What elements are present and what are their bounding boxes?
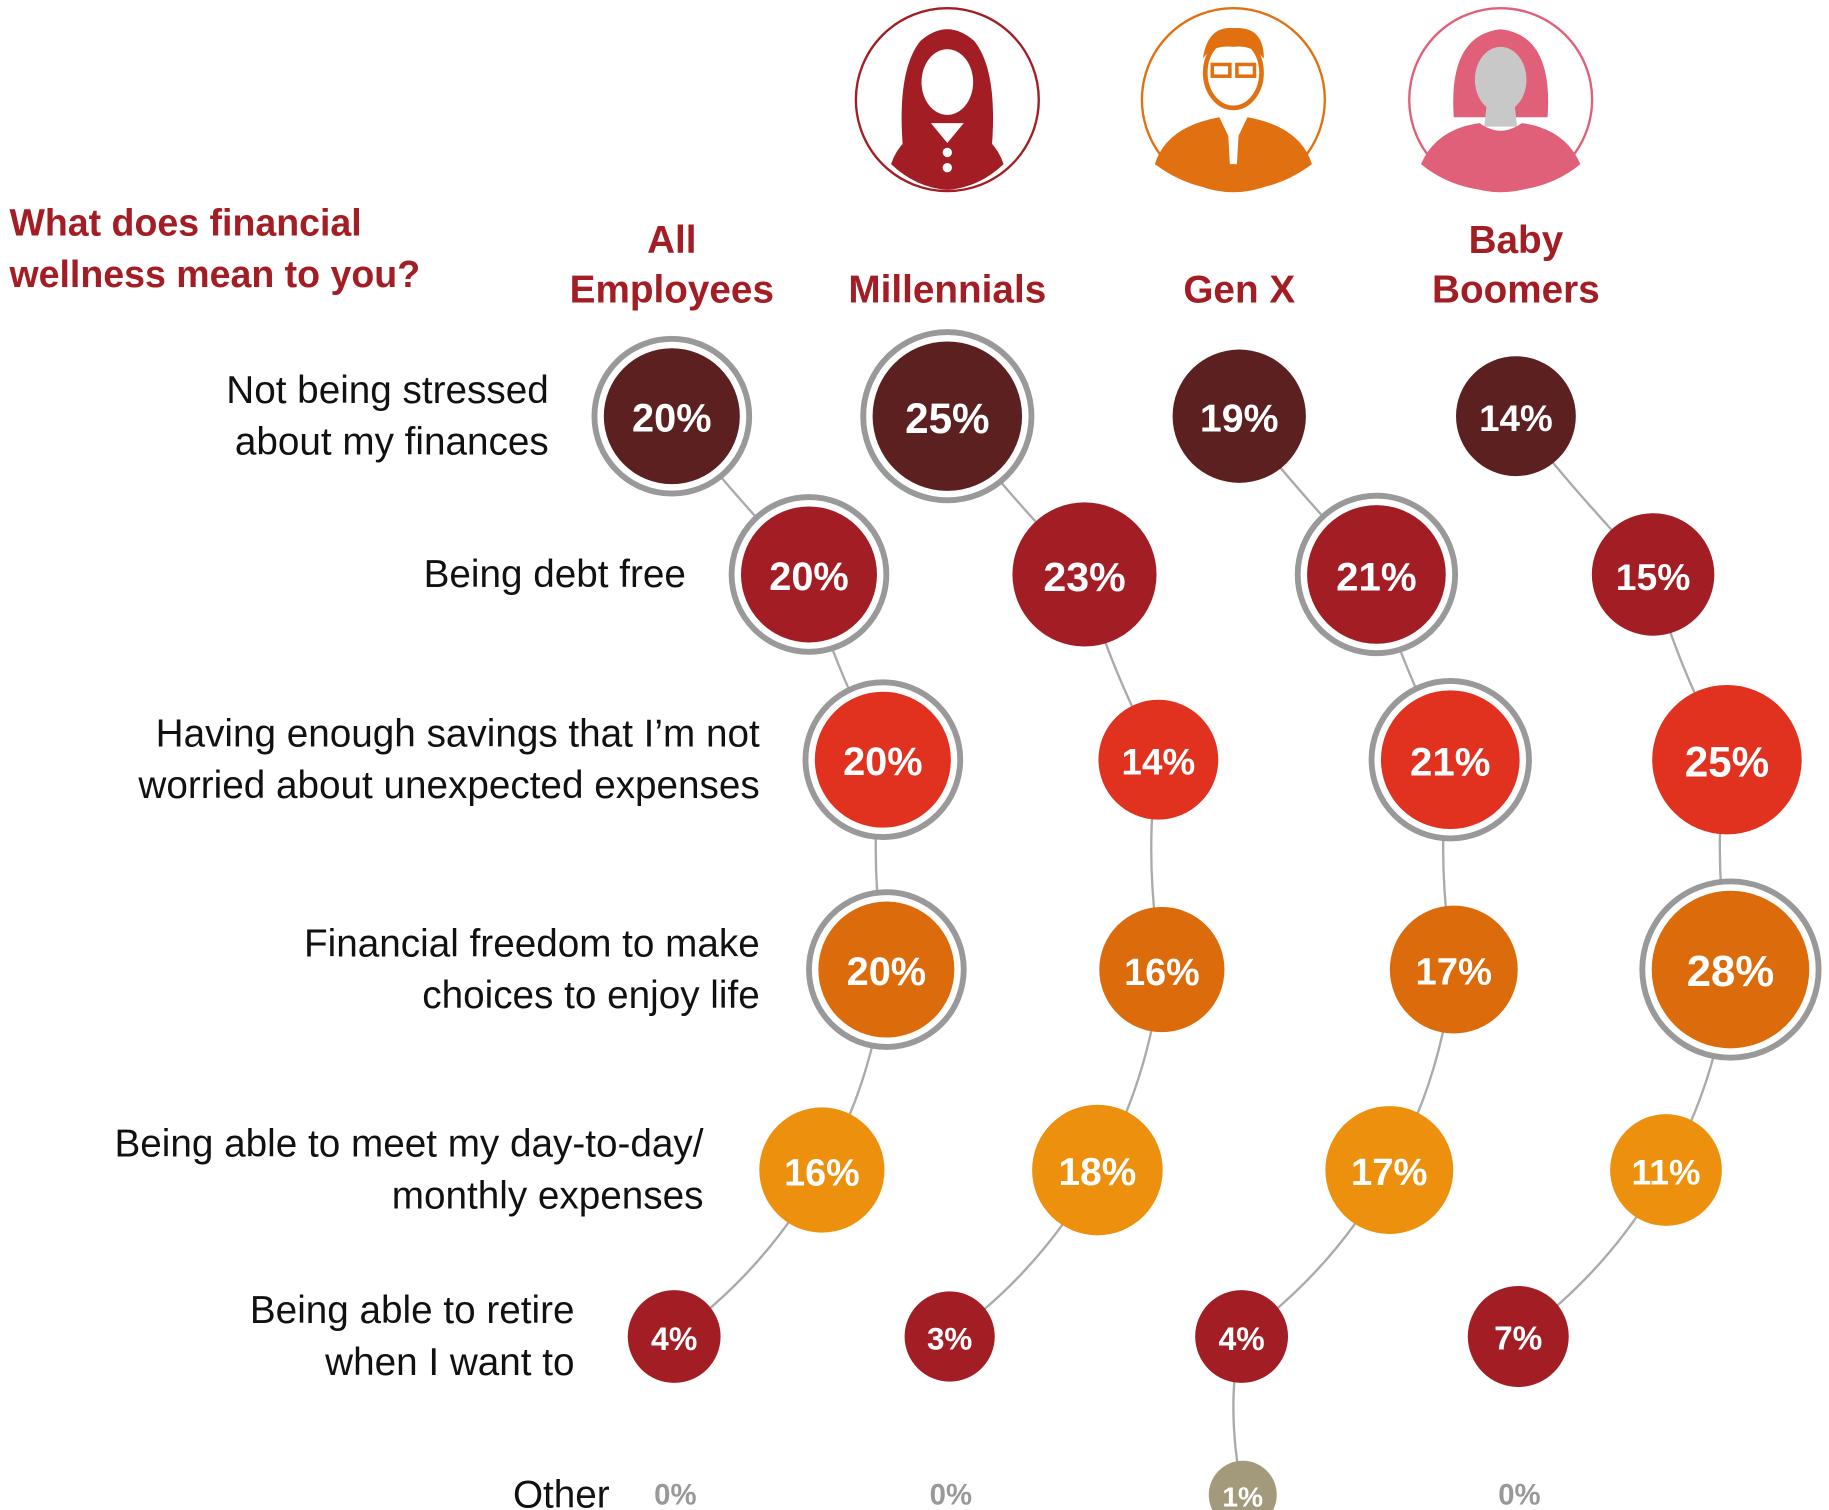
chart-title: What does financial wellness mean to you… [9, 201, 421, 296]
value-label: 4% [651, 1321, 697, 1357]
bubble [1325, 1106, 1454, 1234]
bubble [1456, 356, 1576, 477]
value-label: 17% [1351, 1151, 1427, 1194]
value-label: 11% [1632, 1152, 1701, 1192]
row-label: choices to enjoy life [422, 974, 760, 1017]
row-label: Not being stressed [226, 369, 548, 412]
value-label: 21% [1410, 740, 1490, 785]
bubble [1208, 1460, 1277, 1510]
value-label: 20% [632, 397, 712, 441]
row-label: Having enough savings that I’m not [156, 712, 760, 755]
series-header: Gen X [1183, 267, 1296, 311]
row-label: Being able to meet my day-to-day/ [114, 1123, 703, 1166]
value-label: 14% [1479, 398, 1553, 439]
value-label: 7% [1494, 1320, 1542, 1357]
bubble [603, 348, 740, 485]
row-label: about my finances [235, 420, 549, 463]
value-label: 20% [769, 555, 849, 599]
row-label: when I want to [324, 1341, 574, 1384]
bubble [818, 901, 955, 1038]
bubble [627, 1290, 721, 1383]
value-label: 17% [1416, 950, 1492, 993]
value-label: 0% [654, 1478, 696, 1510]
bubble [1591, 513, 1715, 636]
row-label: worried about unexpected expenses [137, 764, 759, 807]
row-label: Being debt free [424, 553, 686, 596]
series-header: Baby Boomers [1432, 218, 1600, 311]
series-header-box: Millennials [848, 267, 1047, 311]
row-label: monthly expenses [392, 1174, 704, 1217]
series-header: All Employees [569, 218, 774, 311]
value-label: 28% [1687, 948, 1774, 996]
bubble [1307, 505, 1446, 644]
bubble [1610, 1114, 1722, 1226]
bubble [1651, 890, 1810, 1049]
value-label: 20% [843, 740, 923, 784]
bubble [1389, 905, 1518, 1034]
title-box: What does financial wellness mean to you… [9, 201, 421, 296]
bubble [759, 1107, 885, 1233]
value-label: 18% [1059, 1151, 1137, 1194]
value-label: 16% [1124, 951, 1200, 993]
bubble [1098, 699, 1219, 820]
bubbles: 20% 20% 20% 20% 16% 4% 0% 25% 23% 14% 16% 18% 3% 0% 19… [591, 329, 1822, 1510]
value-label: 25% [1685, 739, 1769, 786]
value-label: 19% [1200, 397, 1279, 441]
bubble [1032, 1104, 1163, 1236]
bubble [740, 506, 877, 643]
value-label: 15% [1616, 556, 1691, 598]
value-label: 1% [1222, 1482, 1263, 1510]
bubble [1012, 502, 1157, 647]
series-header: Millennials [848, 267, 1047, 311]
value-label: 3% [927, 1321, 972, 1356]
value-label: 23% [1043, 554, 1125, 600]
value-label: 0% [1498, 1478, 1540, 1510]
bubble [814, 691, 951, 828]
series-header-box: Gen X [1183, 267, 1296, 311]
value-label: 4% [1218, 1321, 1264, 1357]
series-header-box: All Employees [569, 218, 774, 311]
bubble [1099, 906, 1225, 1033]
bubble [1467, 1286, 1569, 1387]
value-label: 21% [1336, 554, 1416, 599]
bubble [872, 341, 1023, 491]
value-label: 25% [905, 395, 989, 442]
bubble [1652, 684, 1802, 835]
value-label: 16% [784, 1151, 860, 1193]
boomer-icon [1408, 7, 1594, 193]
row-label: Being able to retire [250, 1289, 575, 1332]
genx-icon [1140, 7, 1326, 193]
row-label: Other [513, 1473, 610, 1510]
bubble [1172, 349, 1306, 483]
bubble [904, 1291, 995, 1382]
value-label: 14% [1122, 742, 1196, 783]
series-header-box: Baby Boomers [1432, 218, 1600, 311]
bubble [1195, 1290, 1289, 1383]
millennial-icon [854, 7, 1040, 193]
value-label: 20% [847, 950, 927, 994]
bubble [1380, 690, 1520, 830]
row-label: Financial freedom to make [304, 922, 760, 965]
value-label: 0% [930, 1478, 972, 1510]
